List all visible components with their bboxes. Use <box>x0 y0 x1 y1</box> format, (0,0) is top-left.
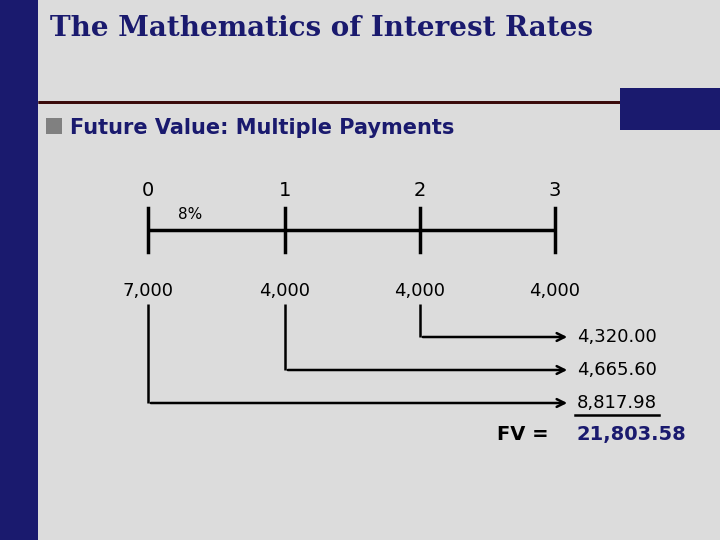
Text: 8,817.98: 8,817.98 <box>577 394 657 412</box>
Text: Future Value: Multiple Payments: Future Value: Multiple Payments <box>70 118 454 138</box>
Text: FV =: FV = <box>497 425 555 444</box>
Text: The Mathematics of Interest Rates: The Mathematics of Interest Rates <box>50 15 593 42</box>
Text: 0: 0 <box>142 181 154 200</box>
Text: 1: 1 <box>279 181 291 200</box>
Bar <box>46 118 62 134</box>
Text: 4,000: 4,000 <box>395 282 446 300</box>
Text: 7,000: 7,000 <box>122 282 174 300</box>
Text: 2: 2 <box>414 181 426 200</box>
Text: 3: 3 <box>549 181 561 200</box>
Bar <box>620 88 720 130</box>
Text: 4,320.00: 4,320.00 <box>577 328 657 346</box>
Text: 4,000: 4,000 <box>259 282 310 300</box>
Text: 4,000: 4,000 <box>529 282 580 300</box>
Bar <box>0 0 38 540</box>
Text: 4,665.60: 4,665.60 <box>577 361 657 379</box>
Text: 21,803.58: 21,803.58 <box>577 425 687 444</box>
Text: 8%: 8% <box>178 207 202 222</box>
